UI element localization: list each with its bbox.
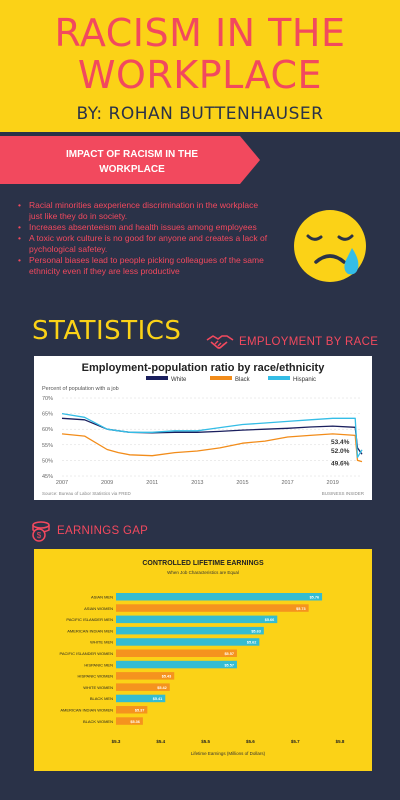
category-label: AMERICAN INDIAN MEN [67, 628, 113, 633]
category-label: PACIFIC ISLANDER WOMEN [60, 651, 114, 656]
category-label: WHITE WOMEN [83, 685, 113, 690]
bar-value-label: $5.36 [130, 720, 140, 724]
impact-list: Racial minorities aexperience discrimina… [18, 200, 268, 277]
legend-label: White [171, 377, 187, 383]
end-value-label: 53.4% [331, 439, 350, 446]
title-line-2: WORKPLACE [77, 53, 323, 97]
bar [116, 683, 170, 691]
bar [116, 694, 166, 703]
bar-value-label: $5.42 [157, 686, 167, 690]
chart-source: Source: Bureau of Labor Statistics via F… [42, 491, 132, 496]
legend-swatch [268, 376, 290, 380]
sad-face-icon [294, 210, 366, 282]
author-byline: BY: ROHAN BUTTENHAUSER [76, 104, 324, 124]
x-tick-label: 2013 [191, 480, 203, 486]
category-label: HISPANIC WOMEN [78, 674, 114, 679]
impact-banner-line-1: IMPACT OF RACISM IN THE [65, 149, 199, 160]
list-item: A toxic work culture is no good for anyo… [18, 233, 268, 255]
list-item: Racial minorities aexperience discrimina… [18, 200, 268, 222]
earnings-label: EARNINGS GAP [57, 525, 149, 537]
statistics-heading: STATISTICS [32, 316, 182, 346]
y-tick-label: 60% [42, 427, 53, 433]
impact-banner-shape [0, 136, 260, 184]
category-label: PACIFIC ISLANDER MEN [66, 617, 113, 622]
chart-subtitle: Percent of population with a job [42, 386, 119, 392]
category-label: HISPANIC MEN [84, 662, 113, 667]
category-label: ASIAN WOMEN [84, 606, 113, 611]
bar-value-label: $5.41 [153, 697, 163, 701]
bar [116, 717, 143, 725]
bar-value-label: $5.76 [310, 596, 320, 600]
page-title: RACISM IN THE WORKPLACE [0, 12, 400, 96]
legend-swatch [146, 376, 168, 380]
list-item: Personal biases lead to people picking c… [18, 255, 268, 277]
bar [116, 660, 237, 669]
category-label: AMERICAN INDIAN WOMEN [60, 708, 113, 713]
y-tick-label: 70% [42, 396, 53, 402]
chart-subtitle: When Job Characteristics are Equal [167, 570, 239, 575]
bar-value-label: $5.57 [224, 652, 234, 656]
series-line-black [61, 433, 363, 463]
bar [116, 626, 264, 635]
chart-title: Employment-population ratio by race/ethn… [82, 362, 326, 374]
series-line-hispanic [61, 412, 363, 458]
earnings-bar-chart: CONTROLLED LIFETIME EARNINGS When Job Cha… [34, 549, 372, 771]
y-tick-label: 65% [42, 412, 53, 418]
category-label: BLACK WOMEN [83, 719, 113, 724]
chart-brand: BUSINESS INSIDER [322, 491, 365, 496]
earnings-heading: $ EARNINGS GAP [30, 520, 148, 542]
coins-icon: $ [32, 521, 50, 542]
bar [116, 672, 175, 680]
category-label: WHITE MEN [90, 640, 113, 645]
category-label: BLACK MEN [90, 696, 113, 701]
x-axis-label: Lifetime Earnings (Millions of Dollars) [191, 751, 266, 756]
bar [116, 604, 309, 612]
handshake-icon [206, 335, 234, 349]
bar-value-label: $5.66 [265, 618, 275, 622]
end-value-label: 49.6% [331, 461, 350, 468]
x-tick-label: $5.4 [156, 739, 165, 744]
bar-value-label: $5.43 [162, 675, 172, 679]
bar-value-label: $5.57 [224, 663, 234, 667]
x-tick-label: 2007 [56, 480, 68, 486]
x-tick-label: 2015 [236, 480, 248, 486]
y-tick-label: 55% [42, 443, 53, 449]
employment-line-chart: Employment-population ratio by race/ethn… [34, 356, 372, 500]
bar-value-label: $5.73 [296, 607, 306, 611]
x-tick-label: $5.5 [201, 739, 210, 744]
y-tick-label: 45% [42, 474, 53, 480]
category-label: ASIAN MEN [91, 595, 113, 600]
bar [116, 638, 260, 646]
end-value-label: 52.0% [331, 448, 350, 455]
bar-value-label: $5.37 [135, 709, 145, 713]
x-tick-label: 2019 [327, 480, 339, 486]
legend-swatch [210, 376, 232, 380]
legend-label: Black [235, 377, 251, 383]
employment-heading: EMPLOYMENT BY RACE [205, 332, 378, 352]
bar [116, 706, 148, 714]
bar [116, 593, 323, 601]
title-line-1: RACISM IN THE [54, 11, 346, 55]
bar [116, 649, 237, 657]
chart-title: CONTROLLED LIFETIME EARNINGS [142, 560, 264, 567]
bar-value-label: $5.62 [247, 641, 257, 645]
bar [116, 615, 278, 624]
header-banner: RACISM IN THE WORKPLACE BY: ROHAN BUTTEN… [0, 0, 400, 132]
x-tick-label: $5.6 [246, 739, 255, 744]
employment-label: EMPLOYMENT BY RACE [239, 336, 379, 348]
x-tick-label: $5.3 [112, 739, 121, 744]
x-tick-label: $5.8 [336, 739, 345, 744]
list-item: Increases absenteeism and health issues … [18, 222, 268, 233]
x-tick-label: 2011 [146, 480, 158, 486]
legend-label: Hispanic [293, 377, 316, 383]
svg-text:$: $ [37, 531, 42, 540]
x-tick-label: 2009 [101, 480, 113, 486]
y-tick-label: 50% [42, 458, 53, 464]
x-tick-label: $5.7 [291, 739, 300, 744]
impact-banner: IMPACT OF RACISM IN THE WORKPLACE [52, 147, 212, 177]
bar-value-label: $5.63 [251, 629, 261, 633]
impact-banner-line-2: WORKPLACE [99, 164, 165, 175]
x-tick-label: 2017 [281, 480, 293, 486]
